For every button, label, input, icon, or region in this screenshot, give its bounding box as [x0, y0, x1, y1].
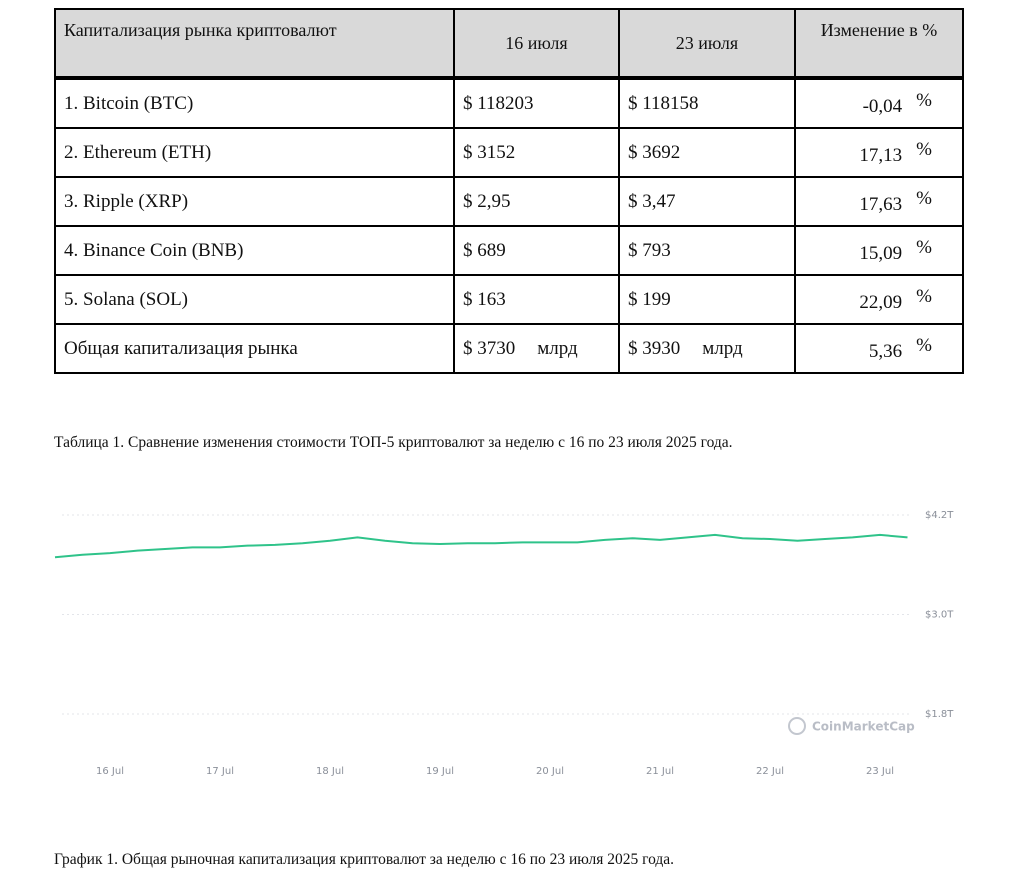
table-row: Общая капитализация рынка $ 3730 млрд $ 393… — [54, 323, 964, 374]
price: $ 118158 — [628, 92, 699, 114]
change-value: 17,63 — [859, 193, 903, 215]
x-tick-label: 19 Jul — [426, 766, 454, 777]
price-cell: $ 199 — [618, 274, 796, 325]
change-value: 22,09 — [859, 291, 903, 313]
price-cell: $ 3,47 — [618, 176, 796, 227]
header-cell: 16 июля — [453, 8, 620, 80]
change-cell: -0,04% — [794, 77, 964, 129]
price-cell: $ 689 — [453, 225, 620, 276]
name-cell: Общая капитализация рынка — [54, 323, 455, 374]
x-tick-label: 22 Jul — [756, 766, 784, 777]
y-tick-label: $3.0T — [925, 610, 954, 621]
price: $ 3730 — [463, 337, 516, 359]
price-unit: млрд — [537, 337, 578, 359]
price-cell: $ 3930 млрд — [618, 323, 796, 374]
table-caption: Таблица 1. Сравнение изменения стоимости… — [54, 434, 733, 451]
price: $ 118203 — [463, 92, 534, 114]
price: $ 3930 — [628, 337, 681, 359]
change-cell: 5,36% — [794, 323, 964, 374]
x-tick-label: 20 Jul — [536, 766, 564, 777]
table-row: 5. Solana (SOL) $ 163 $ 199 22,09% — [54, 274, 964, 325]
price: $ 793 — [628, 239, 671, 261]
price-cell: $ 3692 — [618, 127, 796, 178]
line — [54, 533, 908, 559]
header-cell: Капитализация рынка криптовалют — [54, 8, 455, 80]
watermark: CoinMarketCap — [812, 720, 915, 734]
change-value: 17,13 — [859, 144, 903, 166]
watermark-logo — [788, 717, 806, 735]
change-value: -0,04 — [862, 95, 903, 117]
price-cell: $ 163 — [453, 274, 620, 325]
change-unit: % — [916, 187, 932, 209]
price-cell: $ 3730 млрд — [453, 323, 620, 374]
table-row: 3. Ripple (XRP) $ 2,95 $ 3,47 17,63% — [54, 176, 964, 227]
chart-caption: График 1. Общая рыночная капитализация к… — [54, 851, 675, 868]
change-unit: % — [916, 138, 932, 160]
x-tick-label: 18 Jul — [316, 766, 344, 777]
x-tick-label: 16 Jul — [96, 766, 124, 777]
header-row: Капитализация рынка криптовалют 16 июля 23… — [54, 8, 964, 80]
price-cell: $ 2,95 — [453, 176, 620, 227]
price-cell: $ 118158 — [618, 77, 796, 129]
name-cell: 5. Solana (SOL) — [54, 274, 455, 325]
change-unit: % — [916, 236, 932, 258]
change-unit: % — [916, 285, 932, 307]
header-cell: 23 июля — [618, 8, 796, 80]
change-unit: % — [916, 334, 932, 356]
header-cell: Изменение в % — [794, 8, 964, 80]
x-tick-label: 21 Jul — [646, 766, 674, 777]
price: $ 199 — [628, 288, 671, 310]
price-cell: $ 118203 — [453, 77, 620, 129]
change-cell: 15,09% — [794, 225, 964, 276]
change-cell: 22,09% — [794, 274, 964, 325]
change-cell: 17,13% — [794, 127, 964, 178]
price: $ 3692 — [628, 141, 681, 163]
name-cell: 1. Bitcoin (BTC) — [54, 77, 455, 129]
price: $ 3152 — [463, 141, 516, 163]
x-tick-label: 23 Jul — [866, 766, 894, 777]
price: $ 689 — [463, 239, 506, 261]
name-cell: 2. Ethereum (ETH) — [54, 127, 455, 178]
change-cell: 17,63% — [794, 176, 964, 227]
price-unit: млрд — [702, 337, 743, 359]
table-row: 2. Ethereum (ETH) $ 3152 $ 3692 17,13% — [54, 127, 964, 178]
price: $ 3,47 — [628, 190, 676, 212]
crypto-table: Капитализация рынка криптовалют 16 июля 23… — [54, 8, 964, 374]
price: $ 2,95 — [463, 190, 511, 212]
price-cell: $ 3152 — [453, 127, 620, 178]
price-cell: $ 793 — [618, 225, 796, 276]
change-value: 15,09 — [859, 242, 903, 264]
price: $ 163 — [463, 288, 506, 310]
x-tick-label: 17 Jul — [206, 766, 234, 777]
change-unit: % — [916, 89, 932, 111]
y-tick-label: $4.2T — [925, 510, 954, 521]
y-tick-label: $1.8T — [925, 709, 954, 720]
name-cell: 4. Binance Coin (BNB) — [54, 225, 455, 276]
table-row: 1. Bitcoin (BTC) $ 118203 $ 118158 -0,04% — [54, 77, 964, 129]
change-value: 5,36 — [868, 340, 903, 362]
name-cell: 3. Ripple (XRP) — [54, 176, 455, 227]
table-row: 4. Binance Coin (BNB) $ 689 $ 793 15,09% — [54, 225, 964, 276]
